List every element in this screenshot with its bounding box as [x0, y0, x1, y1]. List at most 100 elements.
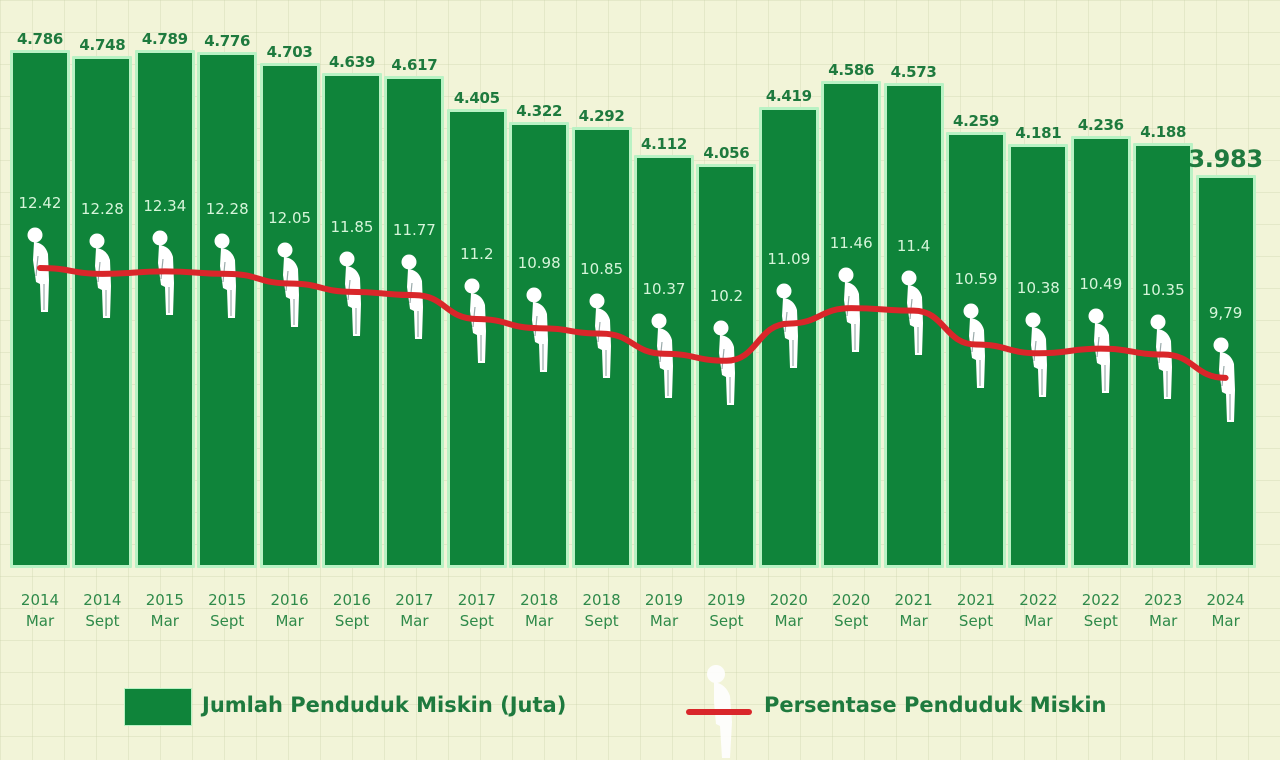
x-label-year: 2019 — [644, 591, 684, 609]
bowing-person-icon — [27, 227, 49, 312]
x-axis-label: 2021 Sept — [940, 590, 1012, 632]
percentage-value-label: 9,79 — [1208, 303, 1243, 322]
bowing-person-icon — [1150, 314, 1173, 399]
x-label-year: 2020 — [769, 591, 808, 609]
x-axis-label: 2015 Mar — [129, 590, 201, 632]
x-label-period: Sept — [709, 612, 744, 630]
x-label-year: 2014 — [20, 591, 60, 609]
x-axis-label: 2017 Mar — [378, 590, 450, 632]
x-axis-label: 2021 Mar — [878, 590, 950, 632]
bowing-person-icon — [963, 303, 985, 389]
bar-value-label: 4.617 — [391, 56, 438, 75]
percentage-value-label: 10.2 — [709, 286, 744, 305]
x-axis-label: 2024 Mar — [1190, 590, 1262, 632]
x-label-period: Sept — [958, 612, 994, 630]
percentage-value-label: 10.98 — [517, 254, 561, 273]
legend-bar-label: Jumlah Penduduk Miskin (Juta) — [202, 693, 567, 717]
bowing-person-icon — [651, 313, 673, 398]
x-label-year: 2016 — [332, 591, 372, 609]
x-label-year: 2023 — [1144, 591, 1183, 609]
x-axis-label: 2015 Sept — [191, 590, 263, 632]
x-label-period: Mar — [1211, 612, 1240, 630]
x-label-period: Sept — [834, 612, 869, 630]
x-label-period: Mar — [25, 612, 55, 630]
x-axis-label: 2017 Sept — [441, 590, 513, 632]
bar-value-label: 4.586 — [828, 61, 875, 80]
x-label-period: Sept — [459, 612, 494, 630]
legend-bar-swatch — [124, 688, 192, 726]
bar-value-label: 4.236 — [1077, 115, 1124, 134]
x-axis-label: 2020 Sept — [815, 590, 887, 632]
bowing-person-icon — [1088, 308, 1110, 393]
x-label-period: Sept — [584, 612, 619, 630]
bar-value-label: 4.112 — [641, 134, 687, 153]
bowing-person-icon — [713, 320, 736, 405]
percentage-value-label: 11.77 — [392, 221, 436, 240]
percentage-value-label: 12.42 — [18, 194, 62, 212]
x-label-period: Mar — [1024, 612, 1053, 630]
percentage-value-label: 10.85 — [580, 259, 624, 278]
bowing-person-icon — [776, 283, 798, 368]
x-axis-label: 2016 Mar — [254, 590, 326, 632]
percentage-value-label: 12.05 — [268, 209, 312, 228]
x-axis-label: 2016 Sept — [316, 590, 388, 632]
x-label-year: 2021 — [956, 591, 996, 609]
bowing-person-icon — [589, 293, 611, 378]
x-label-year: 2015 — [208, 591, 247, 609]
bar-value-label: 4.259 — [953, 112, 999, 131]
x-axis-label: 2023 Mar — [1127, 590, 1199, 632]
x-label-year: 2019 — [707, 591, 746, 609]
bowing-person-icon — [901, 270, 923, 355]
bowing-person-icon — [152, 230, 174, 316]
x-axis-label: 2020 Mar — [753, 590, 825, 632]
x-axis-label: 2014 Mar — [4, 590, 76, 632]
percentage-value-label: 12.34 — [143, 197, 187, 216]
x-label-year: 2018 — [582, 591, 621, 609]
bowing-person-icon — [277, 242, 299, 328]
x-label-period: Mar — [899, 612, 928, 630]
bar-value-label: 4.748 — [79, 35, 126, 54]
x-axis-label: 2018 Mar — [503, 590, 575, 632]
x-label-period: Mar — [1149, 612, 1178, 630]
legend-line-swatch — [686, 709, 752, 715]
bowing-person-icon — [401, 254, 424, 340]
x-label-year: 2024 — [1206, 591, 1245, 609]
x-label-period: Mar — [150, 612, 179, 630]
bowing-person-icon — [838, 267, 861, 353]
bar-value-label: 4.703 — [266, 42, 313, 61]
x-label-year: 2018 — [520, 591, 559, 609]
bar-value-label: 4.776 — [204, 31, 251, 50]
bowing-person-icon — [89, 233, 112, 318]
bowing-person-icon — [1025, 312, 1048, 398]
x-label-year: 2016 — [270, 591, 309, 609]
bowing-person-icon — [526, 287, 549, 373]
x-label-period: Mar — [525, 612, 554, 630]
x-axis-label: 2018 Sept — [566, 590, 638, 632]
x-axis-label: 2022 Mar — [1002, 590, 1074, 632]
x-label-year: 2017 — [457, 591, 496, 609]
x-axis-label: 2022 Sept — [1065, 590, 1137, 632]
percentage-value-label: 11.2 — [460, 244, 494, 263]
bar-value-label: 4.419 — [765, 87, 812, 106]
bowing-person-icon — [339, 251, 361, 336]
x-label-year: 2015 — [145, 591, 184, 609]
bar-value-label: 4.639 — [329, 52, 375, 71]
bar-value-label: 4.573 — [890, 63, 937, 82]
x-axis-label: 2019 Mar — [628, 590, 700, 632]
legend-bowing-person-icon — [707, 665, 732, 758]
legend-line-label: Persentase Penduduk Miskin — [764, 693, 1107, 717]
x-label-year: 2020 — [832, 591, 871, 609]
bar-value-label: 4.405 — [453, 89, 500, 108]
bar-value-label: 4.292 — [578, 106, 625, 125]
bowing-person-icon — [464, 278, 486, 363]
percentage-value-label: 10.37 — [642, 279, 686, 298]
x-label-period: Sept — [334, 612, 370, 630]
bar-value-label: 4.056 — [703, 143, 750, 162]
percentage-value-label: 10.38 — [1016, 279, 1060, 298]
bowing-person-icon — [1213, 337, 1235, 422]
percentage-value-label: 12.28 — [80, 199, 124, 218]
bar-value-label: 4.322 — [516, 102, 563, 121]
x-label-period: Sept — [210, 612, 245, 630]
percentage-value-label: 11.09 — [767, 249, 811, 268]
